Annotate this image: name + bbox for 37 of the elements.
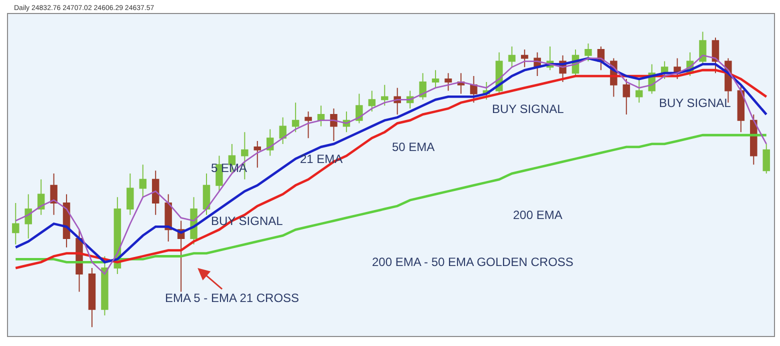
candlestick [279,116,286,144]
candlestick [381,84,388,106]
candlestick [356,93,363,124]
candlestick [304,110,312,139]
candlestick [622,78,630,115]
series-label: 50 EMA [392,140,435,154]
candlestick [50,173,58,216]
candlestick [712,37,720,74]
candlestick [202,173,210,216]
candlestick [12,202,20,245]
candlestick [126,173,134,216]
candlestick [432,70,440,88]
candlestick [317,105,325,127]
candlestick [330,108,338,142]
candlestick [699,31,706,65]
candlestick [368,90,376,112]
candlestick [139,164,146,198]
candlestick [254,140,262,168]
candlestick [24,194,32,240]
annotation: EMA 5 - EMA 21 CROSS [165,291,300,305]
annotation: BUY SIGNAL [659,96,732,110]
candlestick [101,256,108,316]
annotation: 200 EMA - 50 EMA GOLDEN CROSS [372,255,574,269]
candlestick [470,76,478,104]
candlestick [88,268,96,328]
annotation: BUY SIGNAL [492,102,564,116]
candlestick [762,143,770,174]
candlestick [636,78,643,104]
candlestick [444,72,452,92]
candlestick [152,170,160,216]
candlestick [37,178,45,216]
candlestick [737,84,745,133]
candlestick [584,43,592,62]
candlestick [508,46,516,68]
text: 200 EMA [513,208,562,222]
candlestick [520,48,528,68]
candlestick [292,102,300,133]
